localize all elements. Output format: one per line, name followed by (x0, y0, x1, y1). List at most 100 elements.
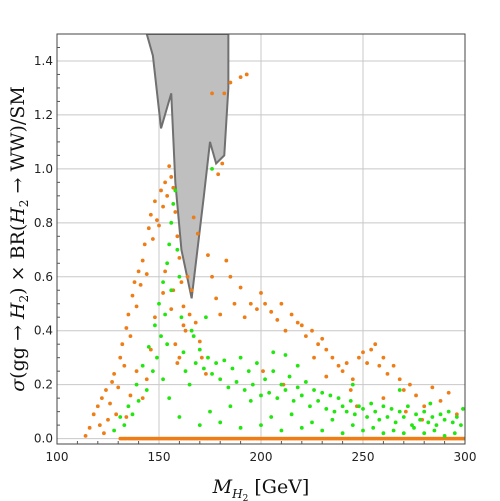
orange-point (238, 285, 243, 290)
green-point (181, 350, 186, 355)
green-point (163, 312, 168, 317)
orange-point (140, 258, 145, 263)
green-point (442, 417, 447, 422)
orange-series-points (83, 72, 465, 441)
green-point (146, 344, 151, 349)
green-point (461, 407, 465, 411)
orange-point (336, 363, 341, 368)
orange-point (173, 342, 178, 347)
y-tick-label: 1.0 (34, 162, 53, 176)
green-point (287, 374, 292, 379)
green-point (165, 342, 170, 347)
orange-point (263, 301, 267, 306)
y-axis-title: σ(gg → H2) × BR(H2 → WW)/SM (7, 86, 31, 392)
green-point (214, 361, 219, 365)
green-point (112, 428, 117, 433)
green-point (136, 398, 141, 403)
green-point (271, 350, 276, 355)
green-point (246, 369, 251, 374)
y-tick-label: 0.0 (34, 432, 53, 446)
orange-point (462, 436, 465, 441)
orange-point (116, 385, 121, 390)
green-point (204, 315, 208, 320)
green-point (248, 398, 253, 403)
green-point (371, 425, 376, 430)
orange-point (220, 161, 225, 166)
green-point (144, 388, 149, 392)
orange-point (83, 434, 88, 438)
green-point (373, 409, 378, 414)
orange-point (204, 371, 208, 376)
x-axis-title: MH2 [GeV] (212, 476, 310, 501)
green-point (279, 428, 284, 433)
green-point (134, 382, 139, 387)
orange-point (344, 361, 349, 365)
orange-point (214, 296, 219, 301)
orange-point (110, 380, 114, 384)
green-point (332, 409, 337, 414)
orange-point (238, 75, 243, 80)
green-point (348, 398, 353, 403)
orange-point (155, 218, 159, 223)
green-point (320, 390, 325, 395)
orange-point (193, 320, 198, 325)
green-point (218, 420, 223, 425)
orange-point (173, 210, 178, 214)
green-point (330, 417, 335, 422)
orange-point (144, 377, 149, 382)
green-point (454, 415, 459, 419)
green-point (340, 431, 345, 436)
orange-point (104, 388, 108, 392)
green-point (189, 328, 194, 333)
green-point (299, 425, 304, 430)
grid-lines (56, 34, 466, 444)
x-tick-label: 250 (352, 450, 375, 464)
orange-point (144, 272, 149, 276)
green-point (430, 415, 435, 419)
green-point (432, 428, 437, 433)
y-tick-label: 0.8 (34, 216, 53, 230)
green-point (352, 412, 357, 417)
orange-point (357, 355, 361, 360)
green-point (255, 361, 259, 365)
green-point (295, 385, 300, 390)
orange-point (97, 423, 102, 428)
orange-point (369, 347, 374, 352)
orange-point (261, 369, 265, 374)
orange-point (87, 425, 92, 430)
orange-point (130, 293, 135, 298)
green-point (401, 415, 406, 419)
orange-point (150, 237, 155, 241)
green-point (308, 404, 312, 409)
green-point (279, 382, 284, 387)
green-point (414, 412, 418, 417)
green-point (357, 404, 361, 409)
axis-ticks (57, 46, 446, 444)
green-point (173, 188, 178, 193)
y-tick-label: 0.6 (34, 270, 53, 284)
green-point (410, 423, 414, 428)
green-point (336, 396, 341, 401)
orange-point (153, 199, 157, 204)
green-point (450, 420, 455, 425)
green-point (446, 409, 451, 414)
green-point (161, 377, 165, 382)
green-point (210, 166, 214, 171)
orange-point (312, 355, 316, 360)
orange-point (177, 255, 182, 260)
orange-point (124, 415, 129, 419)
orange-point (361, 350, 365, 355)
orange-point (91, 412, 96, 417)
green-point (140, 363, 145, 368)
orange-point (197, 339, 202, 344)
green-point (303, 380, 308, 384)
green-series-points (112, 166, 465, 438)
green-point (381, 404, 386, 409)
green-point (412, 425, 416, 430)
orange-point (112, 371, 117, 376)
orange-point (422, 404, 427, 409)
orange-point (159, 188, 163, 193)
orange-point (161, 291, 165, 295)
green-point (350, 382, 355, 387)
orange-point (134, 369, 139, 374)
